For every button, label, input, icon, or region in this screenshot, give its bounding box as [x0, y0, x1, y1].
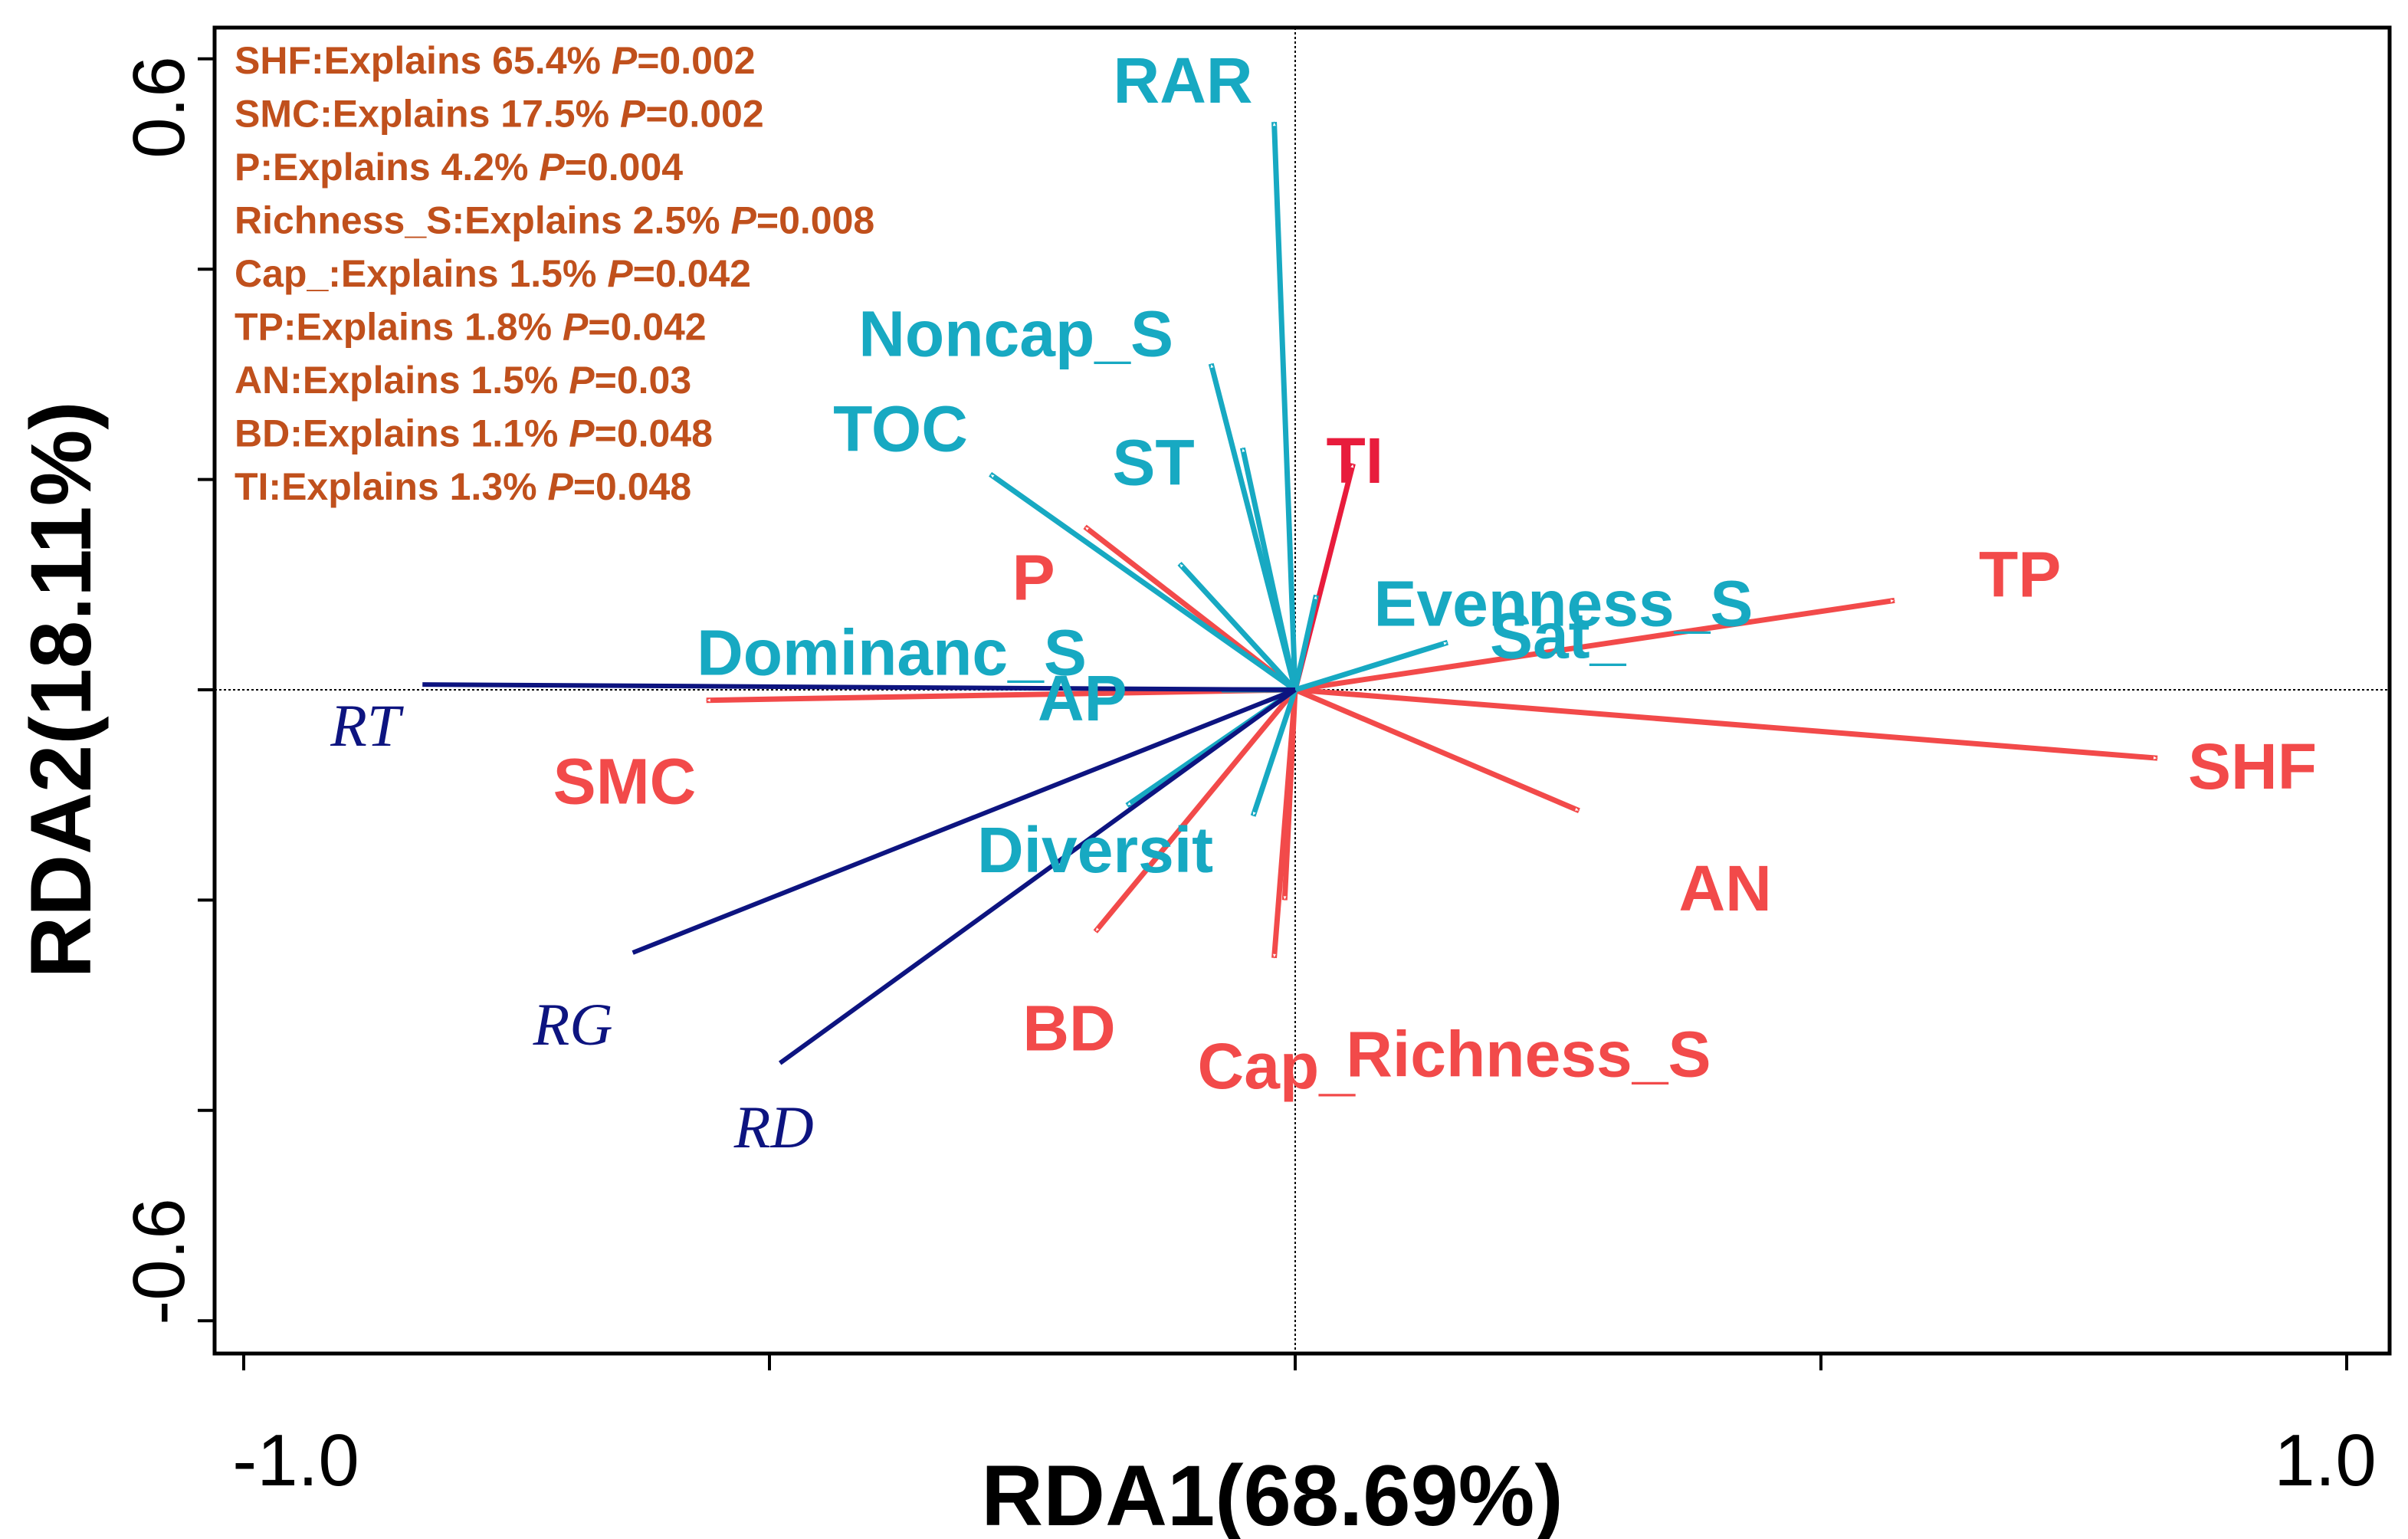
annotation-p-value: =0.042 [588, 306, 706, 349]
vector-toc [989, 471, 1297, 692]
vector-cap- [1271, 689, 1298, 958]
annotation-p-value: =0.048 [595, 412, 713, 455]
annotation-p-value: =0.042 [633, 252, 751, 295]
annotation-line: P:Explains 4.2% P=0.004 [235, 146, 683, 189]
annotation-p-symbol: P [569, 412, 595, 455]
annotation-p-value: =0.03 [595, 359, 692, 402]
annotation-p-value: =0.048 [573, 465, 691, 508]
vector-an [1294, 687, 1580, 814]
annotation-p-symbol: P [607, 252, 633, 295]
label-shf: SHF [2188, 730, 2317, 802]
x-axis-title: RDA1(68.69%) [981, 1448, 1563, 1539]
label-rt: RT [330, 692, 404, 759]
label-sat-: Sat_ [1490, 599, 1627, 671]
annotation-p-symbol: P [569, 359, 595, 402]
vector-rt [422, 682, 1296, 692]
annotation-p-value: =0.008 [756, 199, 874, 242]
annotation-line: SMC:Explains 17.5% P=0.002 [235, 93, 764, 136]
label-p: P [1012, 541, 1055, 613]
annotation-line: TP:Explains 1.8% P=0.042 [235, 306, 707, 349]
annotation-p-symbol: P [563, 306, 589, 349]
label-evenness-s: Evenness_S [1373, 568, 1753, 640]
label-rg: RG [533, 991, 613, 1058]
vector-bd [1093, 687, 1297, 934]
vector-diversit [1250, 688, 1298, 817]
annotation-text: TP:Explains 1.8% [235, 306, 563, 349]
annotation-p-value: =0.004 [565, 146, 684, 189]
vector-sat- [1294, 639, 1448, 693]
annotation-p-symbol: P [539, 146, 565, 189]
annotation-p-value: =0.002 [637, 39, 755, 82]
annotation-text: BD:Explains 1.1% [235, 412, 569, 455]
label-tp: TP [1979, 538, 2061, 610]
label-st: ST [1112, 426, 1194, 498]
vector-smc [707, 687, 1296, 704]
vector-shf [1294, 687, 2157, 761]
vector-st [1239, 448, 1298, 691]
label-diversit: Diversit [977, 814, 1213, 886]
axes: -1.0 1.0 -0.6 0.6 RDA1(68.69%) RDA2(18.1… [13, 25, 2392, 1539]
annotation-line: Cap_:Explains 1.5% P=0.042 [235, 252, 751, 295]
annotation-text: P:Explains 4.2% [235, 146, 539, 189]
annotation-line: AN:Explains 1.5% P=0.03 [235, 359, 691, 402]
label-ap: AP [1038, 662, 1127, 734]
annotation-text: SHF:Explains 65.4% [235, 39, 612, 82]
label-dominanc-s: Dominanc_S [697, 616, 1087, 688]
annotation-p-symbol: P [731, 199, 757, 242]
label-toc: TOC [833, 393, 968, 465]
label-an: AN [1678, 852, 1771, 924]
label-ti: TI [1326, 425, 1383, 497]
annotation-line: BD:Explains 1.1% P=0.048 [235, 412, 713, 455]
x-axis-ticks [242, 1354, 2348, 1370]
x-tick-label-min: -1.0 [232, 1419, 359, 1501]
annotation-p-symbol: P [620, 93, 646, 136]
annotation-p-symbol: P [547, 465, 573, 508]
annotation-text: Cap_:Explains 1.5% [235, 252, 607, 295]
vector-tp [1294, 597, 1895, 693]
vector-rd [778, 687, 1297, 1065]
label-bd: BD [1022, 993, 1115, 1065]
annotation-line: TI:Explains 1.3% P=0.048 [235, 465, 691, 508]
label-cap-: Cap_ [1198, 1030, 1357, 1102]
label-rd: RD [733, 1094, 814, 1160]
annotation-line: Richness_S:Explains 2.5% P=0.008 [235, 199, 874, 242]
label-smc: SMC [553, 746, 697, 818]
annotation-p-value: =0.002 [645, 93, 763, 136]
y-axis-title: RDA2(18.11%) [13, 401, 109, 978]
label-rar: RAR [1114, 44, 1253, 116]
biplot-vectors [422, 122, 2157, 1065]
label-noncap-s: Noncap_S [858, 298, 1173, 370]
x-tick-label-max: 1.0 [2274, 1419, 2376, 1501]
vector-rar [1271, 122, 1298, 691]
label-richness-s: Richness_S [1346, 1018, 1711, 1090]
y-axis-ticks [198, 57, 215, 1323]
vector-dominanc-s [1177, 561, 1297, 692]
y-tick-label-max: 0.6 [118, 56, 200, 158]
y-tick-label-min: -0.6 [118, 1198, 200, 1324]
annotation-text: TI:Explains 1.3% [235, 465, 547, 508]
annotation-text: SMC:Explains 17.5% [235, 93, 620, 136]
annotation-text: AN:Explains 1.5% [235, 359, 569, 402]
vector-evenness-s [1292, 596, 1319, 691]
vector-rg [632, 687, 1297, 955]
annotation-text: Richness_S:Explains 2.5% [235, 199, 731, 242]
annotation-p-symbol: P [612, 39, 638, 82]
annotation-line: SHF:Explains 65.4% P=0.002 [235, 39, 756, 82]
